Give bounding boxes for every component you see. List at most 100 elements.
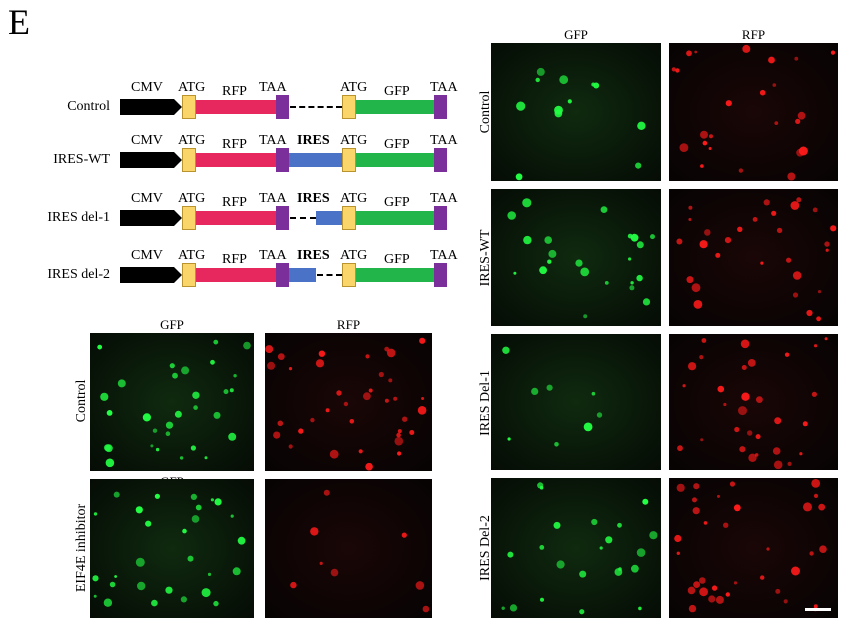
- fluorescent-cell: [799, 452, 803, 456]
- fluorescent-cell: [688, 604, 697, 613]
- taa-label: TAA: [430, 191, 458, 206]
- fluorescent-cell: [92, 575, 99, 582]
- left-grid-header-rfp: RFP: [336, 317, 361, 332]
- fluorescent-cell: [539, 266, 547, 275]
- fluorescent-cell: [579, 609, 585, 615]
- fluorescent-cell: [729, 481, 736, 487]
- fluorescent-cell: [802, 421, 808, 427]
- fluorescent-cell: [181, 366, 190, 375]
- cmv-promoter-arrow: [120, 152, 182, 168]
- fluorescent-cell: [642, 498, 649, 505]
- fluorescent-cell: [738, 406, 747, 416]
- micrograph-left-eif4e-gfp: [90, 479, 254, 618]
- fluorescent-cell: [229, 388, 234, 393]
- fluorescent-cell: [717, 494, 720, 498]
- fluorescent-cell: [638, 606, 642, 611]
- fluorescent-cell: [536, 67, 545, 76]
- fluorescent-cell: [725, 592, 730, 597]
- fluorescent-cell: [207, 572, 212, 576]
- fluorescent-cell: [151, 599, 158, 607]
- fluorescent-cell: [650, 234, 655, 240]
- fluorescent-cell: [104, 444, 111, 452]
- fluorescent-cell: [715, 595, 724, 604]
- fluorescent-cell: [397, 451, 402, 456]
- deleted-region-line: [317, 274, 342, 276]
- fluorescent-cell: [692, 497, 697, 503]
- fluorescent-cell: [796, 197, 802, 203]
- fluorescent-cell: [631, 564, 639, 573]
- fluorescent-cell: [540, 597, 544, 602]
- fluorescent-cell: [142, 413, 151, 422]
- fluorescent-cell: [784, 352, 790, 357]
- fluorescent-cell: [210, 498, 214, 502]
- taa-stop-codon: [434, 95, 447, 119]
- fluorescent-cell: [675, 68, 680, 73]
- fluorescent-cell: [575, 259, 583, 267]
- fluorescent-cell: [93, 512, 98, 516]
- gfp-coding-region: [356, 268, 434, 282]
- fluorescent-cell: [830, 225, 837, 232]
- fluorescent-cell: [277, 420, 284, 427]
- fluorescent-cell: [516, 101, 526, 111]
- fluorescent-cell: [688, 362, 697, 371]
- fluorescent-cell: [704, 229, 711, 236]
- fluorescent-cell: [682, 384, 686, 388]
- fluorescent-cell: [674, 534, 682, 543]
- cmv-label: CMV: [131, 133, 163, 148]
- ires-label: IRES: [297, 191, 330, 206]
- fluorescent-cell: [522, 198, 532, 208]
- fluorescent-cell: [766, 547, 770, 551]
- fluorescent-cell: [179, 456, 184, 460]
- fluorescent-cell: [738, 168, 744, 173]
- rfp-coding-region: [196, 100, 276, 114]
- fluorescent-cell: [636, 274, 643, 282]
- fluorescent-cell: [117, 379, 126, 388]
- fluorescent-cell: [737, 226, 743, 232]
- fluorescent-cell: [583, 422, 593, 432]
- fluorescent-cell: [191, 515, 200, 523]
- fluorescent-cell: [315, 359, 325, 368]
- fluorescent-cell: [243, 341, 251, 350]
- fluorescent-cell: [703, 521, 708, 525]
- rfp-label: RFP: [222, 195, 247, 210]
- micrograph-left-control-gfp: [90, 333, 254, 471]
- atg-start-codon: [342, 95, 356, 119]
- taa-label: TAA: [430, 133, 458, 148]
- rfp-label: RFP: [222, 84, 247, 99]
- fluorescent-cell: [100, 392, 109, 401]
- fluorescent-cell: [688, 218, 692, 221]
- fluorescent-cell: [539, 545, 545, 550]
- fluorescent-cell: [748, 453, 757, 462]
- fluorescent-cell: [699, 240, 708, 249]
- fluorescent-cell: [509, 604, 518, 612]
- fluorescent-cell: [507, 551, 514, 558]
- micrograph-right-ires-wt-rfp: [669, 189, 838, 326]
- fluorescent-cell: [795, 118, 801, 124]
- fluorescent-cell: [523, 235, 532, 245]
- fluorescent-cell: [818, 503, 826, 511]
- fluorescent-cell: [617, 522, 622, 528]
- ires-label: IRES: [297, 248, 330, 263]
- fluorescent-cell: [636, 241, 644, 249]
- fluorescent-cell: [155, 447, 160, 452]
- construct-row-ires-del-1: IRES del-1 CMV ATG RFP TAA IRES ATG GFP …: [0, 189, 470, 235]
- fluorescent-cell: [773, 460, 783, 470]
- atg-start-codon: [182, 263, 196, 287]
- fluorescent-cell: [692, 507, 700, 515]
- deleted-region-line: [290, 106, 342, 108]
- fluorescent-cell: [752, 217, 758, 222]
- fluorescent-cell: [106, 410, 113, 416]
- fluorescent-cell: [699, 587, 708, 597]
- gfp-label: GFP: [384, 84, 410, 99]
- fluorescent-cell: [775, 588, 781, 594]
- micrograph-right-ires-del1-rfp: [669, 334, 838, 470]
- fluorescent-cell: [693, 581, 700, 588]
- fluorescent-cell: [686, 50, 692, 57]
- fluorescent-cell: [700, 130, 708, 139]
- fluorescent-cell: [232, 567, 241, 576]
- fluorescent-cell: [723, 522, 729, 528]
- fluorescent-cell: [642, 298, 651, 306]
- construct-label: IRES del-2: [47, 267, 110, 282]
- fluorescent-cell: [310, 417, 315, 423]
- fluorescent-cell: [388, 378, 393, 383]
